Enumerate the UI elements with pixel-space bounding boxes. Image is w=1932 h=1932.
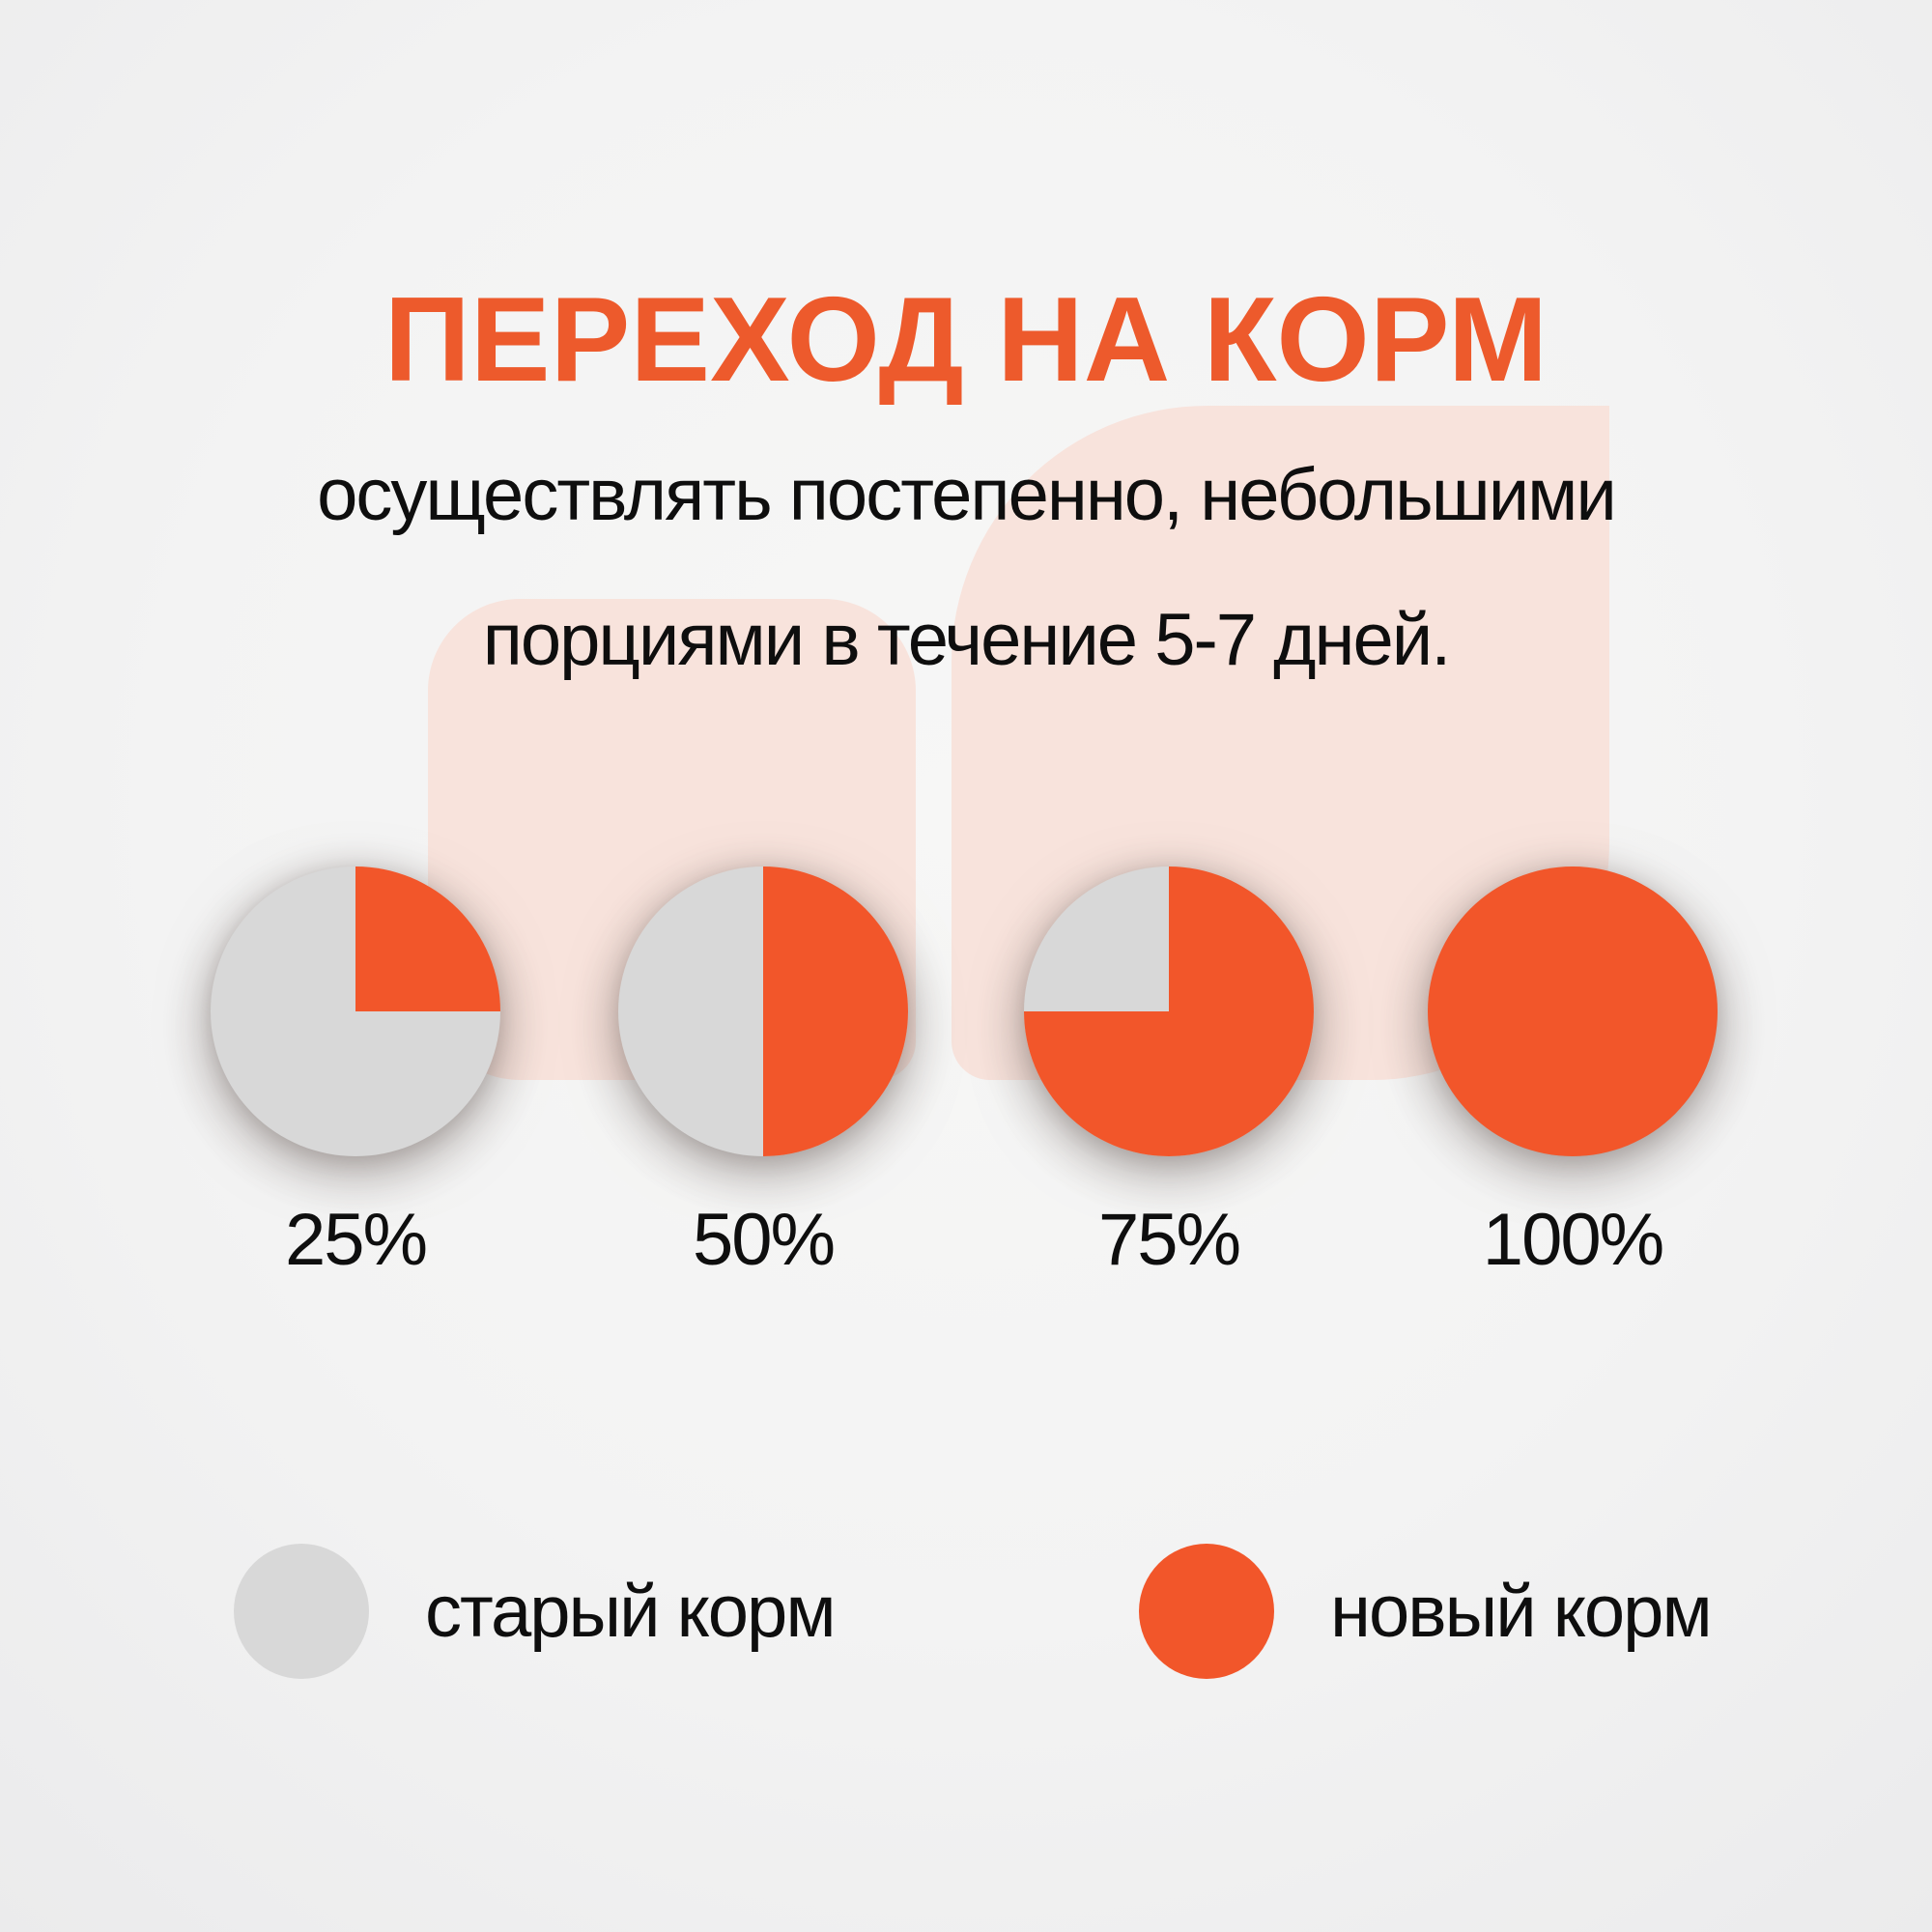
pie-chart-75 xyxy=(1024,867,1314,1156)
new-food-slice xyxy=(763,867,908,1156)
page-title: ПЕРЕХОД НА КОРМ xyxy=(384,273,1548,408)
new_food-swatch xyxy=(1139,1544,1274,1679)
new-food-slice xyxy=(1428,867,1718,1156)
pie-chart-25 xyxy=(211,867,500,1156)
new-food-slice xyxy=(1024,867,1314,1156)
pie-chart-100 xyxy=(1428,867,1718,1156)
legend-label-new_food: новый корм xyxy=(1330,1570,1713,1653)
pie-label-75: 75% xyxy=(1097,1199,1241,1281)
subtitle-line-2: порциями в течение 5-7 дней. xyxy=(482,599,1452,681)
legend-item-new_food: новый корм xyxy=(1139,1544,1713,1679)
legend-label-old_food: старый корм xyxy=(425,1570,837,1653)
pie-chart-50 xyxy=(618,867,908,1156)
legend-item-old_food: старый корм xyxy=(234,1544,837,1679)
new-food-slice xyxy=(355,867,500,1011)
pie-label-100: 100% xyxy=(1482,1199,1664,1281)
old_food-swatch xyxy=(234,1544,369,1679)
subtitle-line-1: осуществлять постепенно, небольшими xyxy=(317,454,1617,536)
pie-label-25: 25% xyxy=(284,1199,428,1281)
subtitle: осуществлять постепенно, небольшими порц… xyxy=(0,423,1932,713)
pie-label-50: 50% xyxy=(692,1199,836,1281)
